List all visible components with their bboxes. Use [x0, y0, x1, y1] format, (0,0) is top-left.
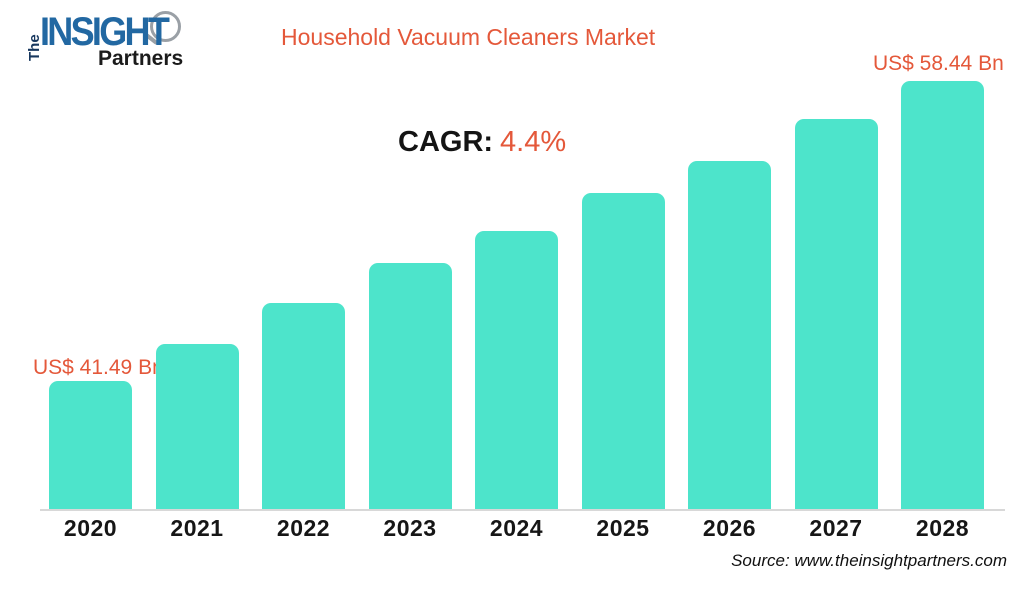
- x-axis-line: [40, 509, 1005, 511]
- bar-2027: [794, 119, 878, 510]
- cagr-value: 4.4%: [500, 126, 567, 158]
- x-axis-label-2022: 2022: [276, 515, 331, 541]
- insight-partners-logo: The INSIGHT Partners: [26, 10, 196, 74]
- bar-2020: [49, 381, 132, 510]
- chart-title: Household Vacuum Cleaners Market: [281, 24, 656, 50]
- bar-2024: [475, 231, 558, 510]
- bar-2026: [688, 161, 771, 510]
- bar-2023: [368, 263, 452, 510]
- bar-2021: [155, 344, 239, 510]
- cagr-annotation: CAGR: 4.4%: [398, 126, 566, 159]
- bar-2022: [262, 303, 345, 510]
- x-axis-label-2025: 2025: [596, 515, 650, 541]
- x-axis-label-2020: 2020: [63, 515, 118, 541]
- last-bar-value-label: US$ 58.44 Bn: [873, 52, 1004, 75]
- first-bar-value-label: US$ 41.49 Bn: [33, 356, 164, 379]
- x-axis-label-2028: 2028: [915, 515, 970, 541]
- source-attribution: Source: www.theinsightpartners.com: [731, 551, 1007, 570]
- logo-insight-text: INSIGHT: [40, 10, 170, 54]
- x-axis-label-2021: 2021: [170, 515, 224, 541]
- cagr-label: CAGR:: [398, 126, 494, 158]
- bar-2028: [901, 81, 984, 510]
- x-axis-label-2024: 2024: [489, 515, 544, 541]
- x-axis-label-2027: 2027: [809, 515, 863, 541]
- x-axis-label-2023: 2023: [383, 515, 437, 541]
- logo-partners-text: Partners: [98, 47, 184, 70]
- bar-2025: [581, 193, 665, 510]
- magnifier-icon: [150, 11, 181, 42]
- x-axis-label-2026: 2026: [702, 515, 757, 541]
